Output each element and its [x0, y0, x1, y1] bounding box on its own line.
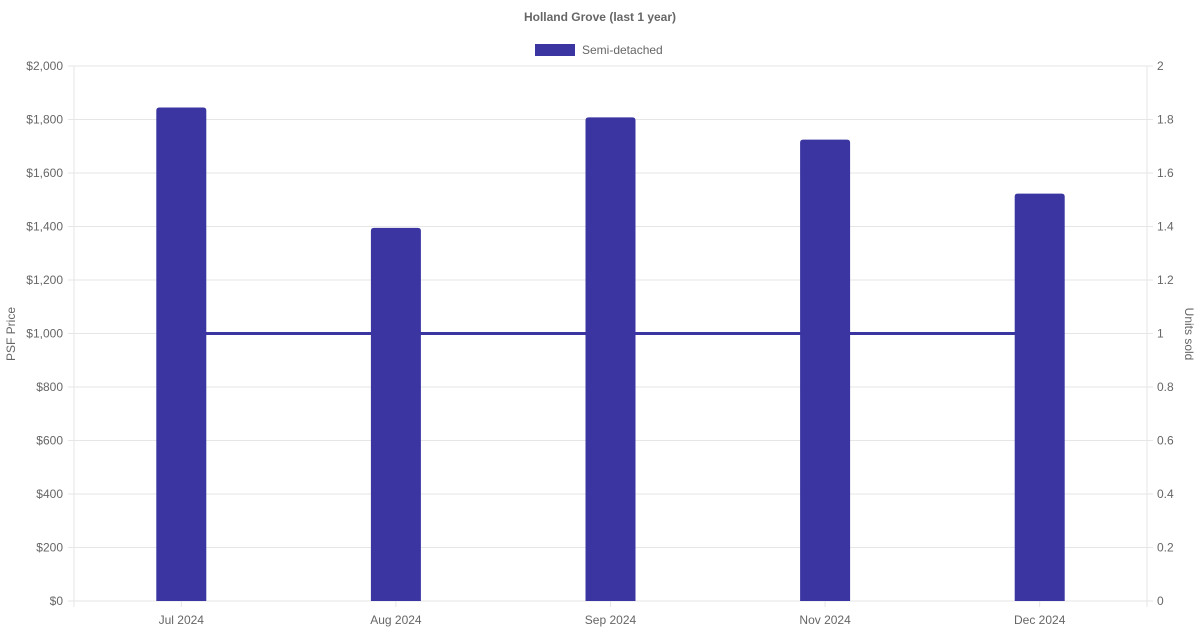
- bar[interactable]: [585, 117, 636, 602]
- y-tick-label: $600: [36, 434, 63, 448]
- y2-tick-label: 2: [1157, 59, 1164, 73]
- line-point[interactable]: [609, 332, 612, 335]
- line-point[interactable]: [1038, 332, 1042, 335]
- y-tick-label: $1,000: [26, 327, 63, 341]
- line-point[interactable]: [179, 332, 183, 335]
- y2-tick-label: 0.4: [1157, 487, 1174, 501]
- y-tick-label: $0: [50, 594, 64, 608]
- bar[interactable]: [156, 107, 207, 602]
- legend-swatch-semi-detached: [535, 44, 575, 56]
- y-tick-label: $200: [36, 541, 63, 555]
- line-point[interactable]: [394, 332, 398, 335]
- y2-tick-label: 1: [1157, 327, 1164, 341]
- x-tick-label: Nov 2024: [799, 613, 851, 627]
- x-tick-label: Sep 2024: [585, 613, 637, 627]
- y2-tick-label: 1.2: [1157, 273, 1174, 287]
- y2-axis-title: Units sold: [1182, 308, 1196, 361]
- y-tick-label: $800: [36, 380, 63, 394]
- y-tick-label: $1,800: [26, 113, 63, 127]
- y2-tick-label: 1.8: [1157, 113, 1174, 127]
- line-point[interactable]: [823, 332, 827, 335]
- bars: [156, 107, 1065, 602]
- bar[interactable]: [370, 227, 421, 601]
- y2-tick-label: 0.6: [1157, 434, 1174, 448]
- y-tick-label: $1,600: [26, 166, 63, 180]
- y-tick-label: $1,200: [26, 273, 63, 287]
- legend[interactable]: Semi-detached: [535, 43, 663, 57]
- left-axis-ticks: $0 $200 $400 $600 $800 $1,000 $1,200 $1,400 $1,6…: [26, 59, 63, 608]
- right-axis-ticks: 0 0.2 0.4 0.6 0.8 1 1.2 1.4 1.6 1.8 2: [1157, 59, 1174, 608]
- x-tick-label: Dec 2024: [1014, 613, 1066, 627]
- legend-label-semi-detached: Semi-detached: [582, 43, 663, 57]
- x-axis-ticks: Jul 2024 Aug 2024 Sep 2024 Nov 2024 Dec 2024: [159, 613, 1066, 627]
- bar[interactable]: [1014, 193, 1065, 601]
- bar[interactable]: [800, 139, 851, 601]
- chart-title: Holland Grove (last 1 year): [524, 10, 676, 24]
- y-tick-label: $400: [36, 487, 63, 501]
- y2-tick-label: 0: [1157, 594, 1164, 608]
- y-tick-label: $1,400: [26, 220, 63, 234]
- y2-tick-label: 0.8: [1157, 380, 1174, 394]
- x-tick-label: Aug 2024: [370, 613, 422, 627]
- line-series: [179, 332, 1042, 335]
- y2-tick-label: 0.2: [1157, 541, 1174, 555]
- y2-tick-label: 1.4: [1157, 220, 1174, 234]
- y-axis-title: PSF Price: [4, 307, 18, 361]
- x-tick-label: Jul 2024: [159, 613, 205, 627]
- y-tick-label: $2,000: [26, 59, 63, 73]
- y2-tick-label: 1.6: [1157, 166, 1174, 180]
